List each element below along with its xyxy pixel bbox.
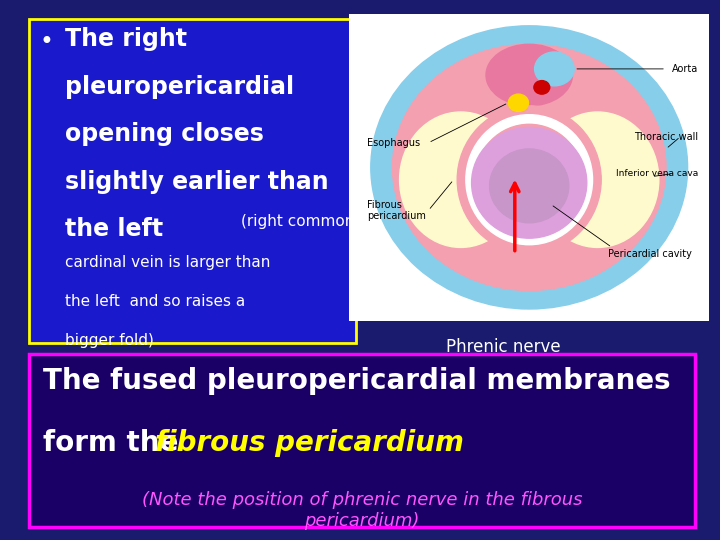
Text: Thoracic wall: Thoracic wall: [634, 132, 698, 141]
Text: fibrous pericardium: fibrous pericardium: [155, 429, 464, 457]
Ellipse shape: [371, 26, 688, 309]
Circle shape: [534, 52, 575, 86]
Text: (right common: (right common: [241, 214, 354, 230]
Ellipse shape: [457, 106, 601, 254]
Text: (Note the position of phrenic nerve in the fibrous
pericardium): (Note the position of phrenic nerve in t…: [142, 491, 582, 530]
Text: The fused pleuropericardial membranes: The fused pleuropericardial membranes: [43, 367, 671, 395]
Text: bigger fold): bigger fold): [65, 333, 153, 348]
FancyBboxPatch shape: [29, 19, 356, 343]
Text: Pericardial cavity: Pericardial cavity: [608, 248, 692, 259]
Text: the left: the left: [65, 217, 163, 241]
FancyBboxPatch shape: [29, 354, 695, 526]
Ellipse shape: [466, 114, 593, 245]
Ellipse shape: [536, 112, 659, 247]
Ellipse shape: [400, 112, 522, 247]
Text: form the: form the: [43, 429, 188, 457]
Ellipse shape: [490, 149, 569, 223]
Text: •: •: [40, 30, 53, 53]
Text: the left  and so raises a: the left and so raises a: [65, 294, 245, 309]
Text: opening closes: opening closes: [65, 122, 264, 146]
Ellipse shape: [475, 124, 583, 235]
Text: Esophagus: Esophagus: [367, 138, 420, 148]
Text: Inferior vena cava: Inferior vena cava: [616, 169, 698, 178]
FancyBboxPatch shape: [349, 14, 709, 321]
Text: cardinal vein is larger than: cardinal vein is larger than: [65, 255, 270, 270]
Text: The right: The right: [65, 27, 186, 51]
Text: pleuropericardial: pleuropericardial: [65, 75, 294, 98]
Ellipse shape: [472, 127, 587, 238]
Text: slightly earlier than: slightly earlier than: [65, 170, 328, 193]
Ellipse shape: [486, 44, 572, 106]
Circle shape: [534, 80, 550, 94]
Circle shape: [508, 94, 528, 111]
Text: Phrenic nerve: Phrenic nerve: [446, 338, 561, 355]
Text: Fibrous
pericardium: Fibrous pericardium: [367, 200, 426, 221]
Text: Aorta: Aorta: [672, 64, 698, 74]
Ellipse shape: [392, 44, 666, 291]
